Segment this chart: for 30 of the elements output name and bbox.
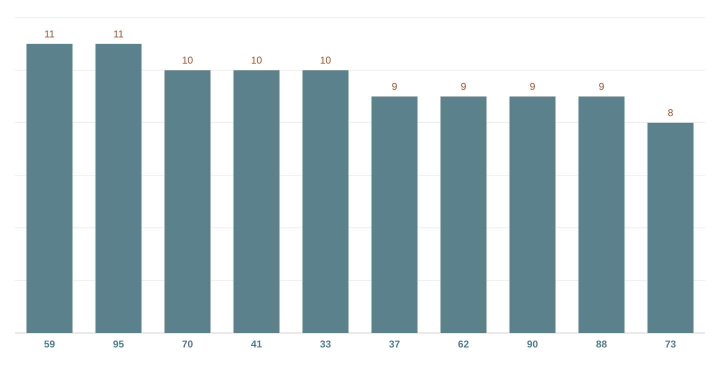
x-tick-label: 62 [458, 340, 469, 348]
bar [234, 70, 280, 333]
data-label: 9 [461, 82, 466, 90]
data-label: 10 [182, 56, 193, 64]
data-label: 9 [392, 82, 397, 90]
x-tick-label: 37 [389, 340, 400, 348]
x-tick-label: 41 [251, 340, 262, 348]
data-label: 11 [114, 30, 124, 38]
data-label: 10 [320, 56, 331, 64]
bar [510, 96, 556, 333]
data-label: 9 [599, 82, 604, 90]
bar [164, 70, 210, 333]
x-tick-label: 95 [113, 340, 124, 348]
bar [302, 70, 348, 333]
data-label: 10 [252, 56, 262, 64]
bar [26, 44, 72, 333]
x-tick-label: 33 [320, 340, 331, 348]
x-tick-label: 73 [665, 340, 676, 348]
x-tick-label: 59 [44, 340, 55, 348]
data-label: 8 [668, 109, 673, 116]
bar [578, 96, 625, 333]
bar [440, 96, 486, 333]
data-label: 9 [530, 82, 535, 90]
x-tick-label: 70 [182, 340, 193, 348]
bar [96, 44, 142, 333]
x-tick-label: 90 [527, 340, 538, 348]
bar [648, 122, 694, 333]
data-label: 11 [45, 30, 54, 38]
bar [372, 96, 418, 333]
x-tick-label: 88 [596, 340, 607, 348]
